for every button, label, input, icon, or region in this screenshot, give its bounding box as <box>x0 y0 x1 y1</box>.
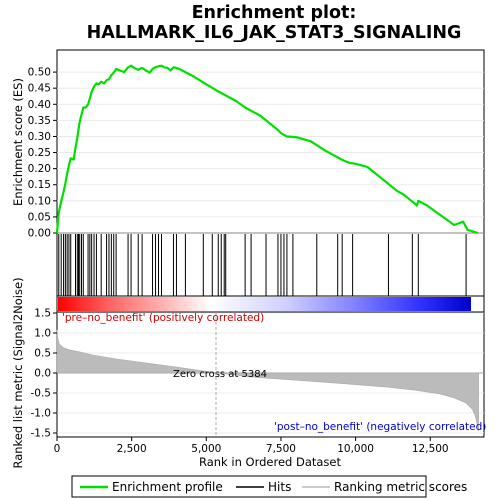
zero-cross-label: Zero cross at 5384 <box>173 369 267 380</box>
metric-tick-label: -1.5 <box>31 428 52 440</box>
es-tick-label: 0.20 <box>28 163 51 175</box>
es-tick-label: 0.10 <box>28 195 51 207</box>
metric-tick-label: 0.0 <box>34 368 51 380</box>
es-panel-frame <box>56 49 485 234</box>
plot-title-line1: Enrichment plot: <box>192 3 357 23</box>
x-tick-label: 7,500 <box>266 443 296 455</box>
enrichment-profile-line <box>55 64 479 235</box>
metric-y-axis-label: Ranked list metric (Signal2Noise) <box>11 277 25 468</box>
metric-tick-label: 1.0 <box>34 328 51 340</box>
plot-title-line2: HALLMARK_IL6_JAK_STAT3_SIGNALING <box>87 23 462 43</box>
metric-tick-label: -0.5 <box>31 388 52 400</box>
es-tick-label: 0.05 <box>28 211 51 223</box>
es-tick-label: 0.45 <box>28 83 51 95</box>
ranking-color-band <box>58 297 471 311</box>
x-axis-label: Rank in Ordered Dataset <box>199 455 342 469</box>
metric-tick-label: 0.5 <box>34 348 51 360</box>
x-axis-ticks: 0 2,500 5,000 7,500 10,000 12,500 <box>54 437 449 455</box>
negative-correlation-label: 'post–no_benefit' (negatively correlated… <box>274 421 486 433</box>
es-y-axis-label: Enrichment score (ES) <box>11 78 25 206</box>
es-tick-label: 0.35 <box>28 115 51 127</box>
hit-markers <box>58 234 467 296</box>
metric-y-ticks: -1.5 -1.0 -0.5 0.0 0.5 1.0 1.5 <box>31 308 57 440</box>
x-tick-label: 5,000 <box>191 443 221 455</box>
legend-metric-label: Ranking metric scores <box>334 480 467 494</box>
x-tick-label: 0 <box>54 443 61 455</box>
positive-correlation-label: 'pre–no_benefit' (positively correlated) <box>62 312 264 324</box>
x-tick-label: 10,000 <box>337 443 374 455</box>
hits-panel-frame <box>56 232 485 298</box>
legend-enrichment-label: Enrichment profile <box>112 480 223 494</box>
ranking-metric-series <box>56 329 479 432</box>
ranking-metric-area <box>56 329 479 432</box>
es-tick-label: 0.15 <box>28 179 51 191</box>
legend-hits-label: Hits <box>268 480 291 494</box>
enrichment-profile-series <box>55 64 479 235</box>
es-tick-label: 0.30 <box>28 131 51 143</box>
metric-tick-label: 1.5 <box>34 308 51 320</box>
metric-tick-label: -1.0 <box>31 408 52 420</box>
es-tick-label: 0.40 <box>28 99 51 111</box>
es-tick-label: 0.00 <box>28 228 51 240</box>
x-tick-label: 12,500 <box>412 443 449 455</box>
es-y-ticks: 0.00 0.05 0.10 0.15 0.20 0.25 0.30 0.35 0.40 0.45… <box>28 67 57 240</box>
es-tick-label: 0.50 <box>28 67 51 79</box>
es-tick-label: 0.25 <box>28 147 51 159</box>
x-tick-label: 2,500 <box>117 443 147 455</box>
